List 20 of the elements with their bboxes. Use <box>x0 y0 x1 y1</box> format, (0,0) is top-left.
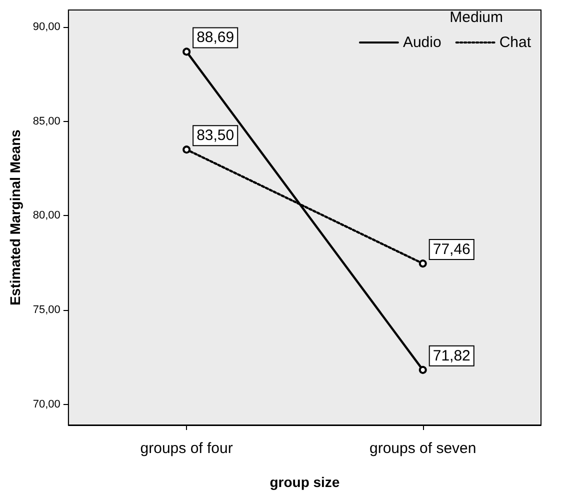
x-tick-label: groups of seven <box>369 440 476 457</box>
y-tick-label: 75,00 <box>32 304 60 316</box>
point <box>182 146 191 154</box>
y-tick-label: 85,00 <box>32 115 60 128</box>
data-label: 88,69 <box>196 29 234 46</box>
data-label: 71,82 <box>432 347 470 364</box>
data-label: 77,46 <box>432 241 470 258</box>
y-axis-title: Estimated Marginal Means <box>7 129 23 306</box>
x-axis-title: group size <box>270 474 340 490</box>
data-label: 83,50 <box>196 127 234 144</box>
y-tick-label: 70,00 <box>32 398 60 410</box>
point <box>418 260 427 268</box>
y-tick-label: 90,00 <box>32 20 60 33</box>
point <box>418 366 427 374</box>
legend-label: Chat <box>499 34 532 51</box>
point <box>182 48 191 56</box>
x-tick-label: groups of four <box>140 440 233 457</box>
y-tick-label: 80,00 <box>32 210 60 222</box>
legend-label: Audio <box>402 34 442 51</box>
legend-title: Medium <box>450 9 504 26</box>
